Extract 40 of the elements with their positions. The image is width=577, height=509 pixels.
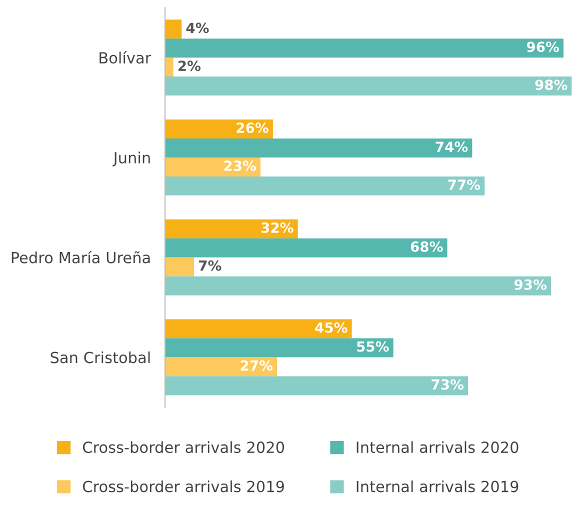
bar [165, 376, 468, 396]
y-tick-label: Junin [112, 152, 150, 166]
data-label: 68% [410, 241, 443, 252]
data-label: 2% [178, 60, 201, 72]
bar [165, 176, 485, 196]
bar [165, 357, 278, 376]
data-label: 55% [357, 341, 389, 352]
data-label: 98% [535, 80, 568, 90]
bar [165, 138, 472, 158]
bar [165, 338, 394, 358]
data-label: 96% [526, 42, 559, 52]
bar [165, 238, 448, 258]
legend-label: Cross-border arrivals 2020 [82, 441, 284, 454]
data-label: 27% [240, 360, 273, 371]
bar [165, 76, 572, 96]
data-label: 7% [199, 260, 222, 271]
data-label: 4% [186, 22, 209, 34]
data-label: 32% [261, 222, 294, 233]
bar [165, 276, 552, 296]
data-label: 26% [236, 122, 268, 134]
data-label: 45% [315, 322, 348, 333]
bar [165, 38, 564, 58]
bar [165, 257, 194, 276]
bar [165, 219, 298, 238]
bar [165, 157, 260, 176]
legend-label: Internal arrivals 2020 [356, 441, 518, 454]
bar [165, 319, 352, 338]
data-label: 74% [436, 142, 468, 152]
data-label: 77% [448, 179, 480, 190]
bar [165, 120, 273, 138]
y-tick-label: Bolívar [100, 51, 152, 64]
data-label: 73% [432, 379, 464, 390]
y-tick-label: Pedro María Ureña [12, 250, 150, 264]
bar [165, 58, 174, 77]
legend-label: Cross-border arrivals 2019 [82, 480, 284, 492]
y-tick-label: San Cristobal [50, 351, 150, 364]
data-label: 23% [224, 160, 256, 171]
legend-label: Internal arrivals 2019 [356, 480, 518, 492]
bar [165, 20, 182, 39]
data-label: 93% [514, 279, 547, 290]
